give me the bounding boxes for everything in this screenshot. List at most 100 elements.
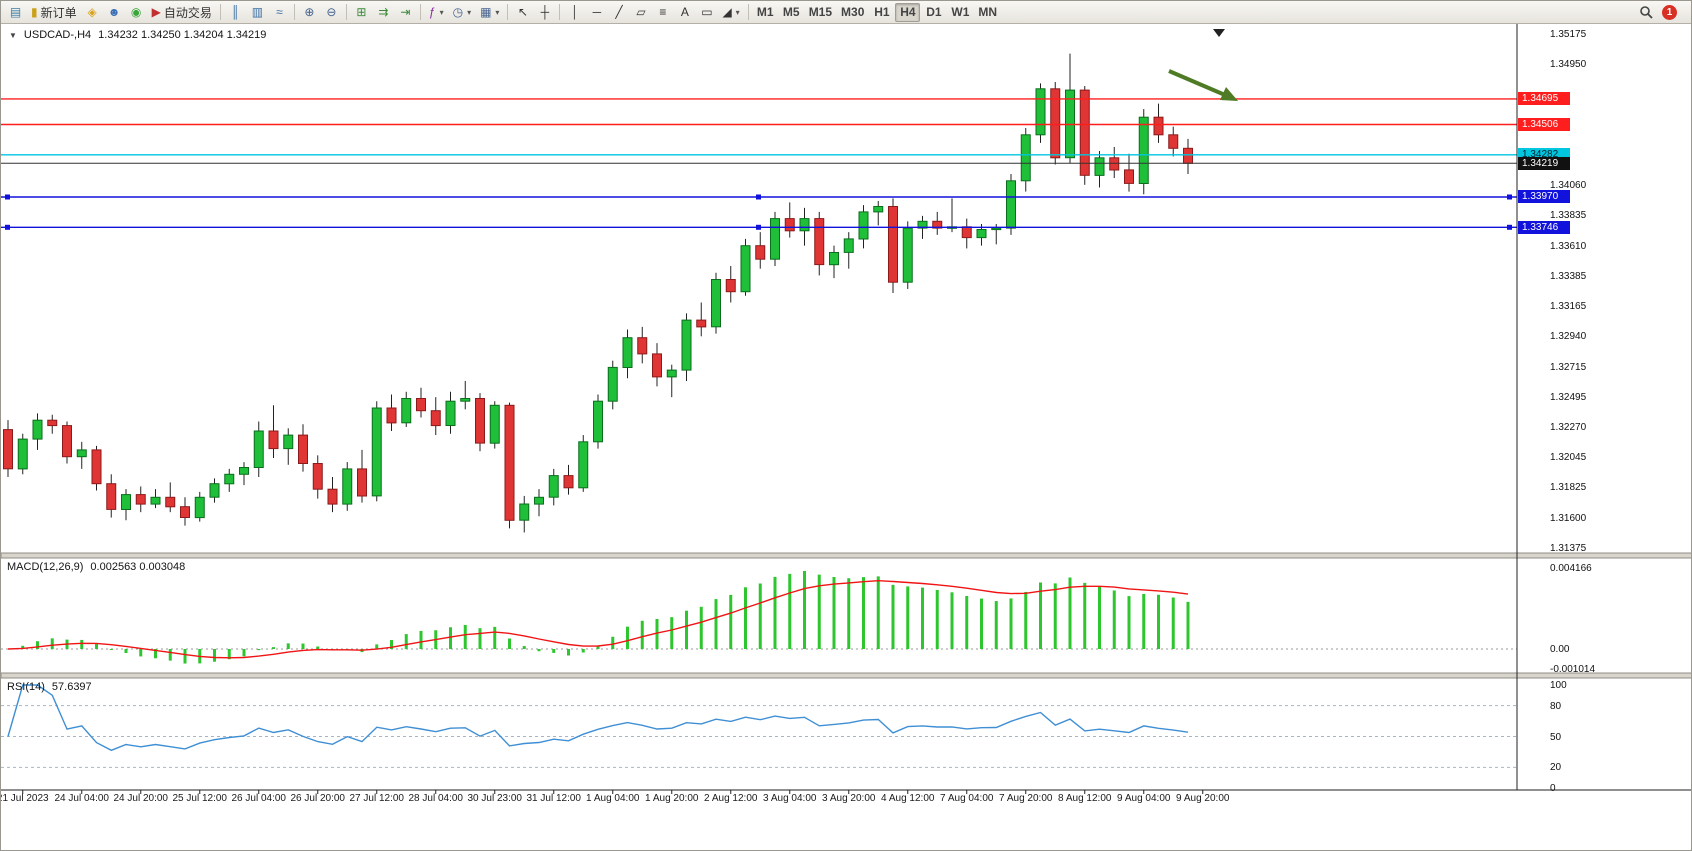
line-chart-button[interactable]: ≈	[269, 3, 290, 22]
toolbar-separator	[747, 4, 749, 20]
date-label: 27 Jul 12:00	[349, 793, 405, 804]
zoom-out-button[interactable]: ⊖	[321, 3, 342, 22]
tf-m1-button[interactable]: M1	[753, 3, 778, 22]
text-button[interactable]: A	[674, 3, 695, 22]
date-label: 26 Jul 20:00	[290, 793, 346, 804]
panel-separator[interactable]	[1, 672, 1692, 679]
vertical-line-button[interactable]: │	[564, 3, 585, 22]
tf-h4-button-label: H4	[900, 5, 916, 19]
rsi-scale-label: 0	[1550, 783, 1556, 794]
chart-window-button[interactable]: ▤	[5, 3, 26, 22]
date-label: 28 Jul 04:00	[408, 793, 464, 804]
dropdown-arrow-icon: ▾	[495, 7, 500, 17]
collapse-triangle-icon[interactable]: ▼	[9, 30, 17, 40]
shapes-button[interactable]: ◢ ▾	[718, 3, 743, 22]
toolbar-separator	[219, 4, 221, 20]
text-label-button[interactable]: ▭	[696, 3, 717, 22]
tf-h1-button[interactable]: H1	[869, 3, 894, 22]
chart-shift-marker[interactable]	[1213, 29, 1225, 37]
crosshair-button[interactable]: ┼	[534, 3, 555, 22]
tile-windows-button[interactable]: ⊞	[351, 3, 372, 22]
tf-d1-button[interactable]: D1	[921, 3, 946, 22]
tf-m30-button-label: M30	[841, 5, 865, 19]
community-button[interactable]: ☻	[104, 3, 125, 22]
chart-shift-button[interactable]: ⇥	[395, 3, 416, 22]
date-label: 4 Aug 12:00	[881, 793, 935, 804]
level-lines	[1, 98, 1517, 230]
tf-w1-button-label: W1	[951, 5, 970, 19]
trendline-button[interactable]: ╱	[608, 3, 629, 22]
arrow-annotation[interactable]	[1168, 69, 1238, 101]
cursor-button[interactable]: ↖	[512, 3, 533, 22]
line-handle[interactable]	[1507, 194, 1512, 200]
rsi-scale-label: 50	[1550, 731, 1562, 743]
macd-scale-label: 0.004166	[1550, 563, 1592, 574]
horizontal-line-button[interactable]: ─	[586, 3, 607, 22]
periods-button[interactable]: ◷ ▾	[449, 3, 476, 22]
line-handle[interactable]	[756, 224, 761, 230]
fibonacci-icon: ≡	[659, 5, 667, 19]
notification-badge[interactable]: 1	[1662, 4, 1677, 20]
indicators-button[interactable]: ƒ ▾	[425, 3, 448, 22]
function-icon: ƒ	[428, 5, 436, 19]
template-icon: ▦	[480, 5, 492, 19]
panel-separator[interactable]	[1, 552, 1692, 559]
horizontal-line-icon: ─	[592, 5, 602, 19]
rsi-line	[7, 684, 1189, 752]
toolbar-separator	[507, 4, 509, 20]
channel-icon: ▱	[636, 5, 646, 19]
line-handle[interactable]	[5, 194, 10, 200]
tf-m30-button[interactable]: M30	[837, 3, 868, 22]
shift-icon: ⇥	[400, 5, 411, 19]
cursor-icon: ↖	[517, 5, 528, 19]
bar-chart-button[interactable]: ║	[225, 3, 246, 22]
time-axis[interactable]: 21 Jul 2023 24 Jul 04:00 24 Jul 20:00 25 Ju…	[1, 793, 1531, 809]
zoom-in-button[interactable]: ⊕	[299, 3, 320, 22]
autotrading-button[interactable]: ▶ 自动交易	[148, 3, 216, 22]
level-price-badge: 1.34506	[1518, 117, 1570, 131]
dropdown-arrow-icon: ▾	[467, 7, 472, 17]
tf-m15-button[interactable]: M15	[805, 3, 836, 22]
auto-scroll-button[interactable]: ⇉	[373, 3, 394, 22]
clock-icon: ◷	[452, 5, 464, 19]
price-scale[interactable]: 1.35175 1.34950 1.34060 1.33835 1.33610 1.333…	[1517, 1, 1691, 850]
person-icon: ☻	[107, 5, 121, 19]
line-handle[interactable]	[5, 224, 10, 230]
templates-button[interactable]: ▦ ▾	[476, 3, 503, 22]
tf-h4-button[interactable]: H4	[895, 2, 921, 22]
date-label: 9 Aug 20:00	[1176, 793, 1230, 804]
dropdown-arrow-icon: ▾	[735, 7, 740, 17]
line-handle[interactable]	[1507, 224, 1512, 230]
metaeditor-button[interactable]: ◈	[82, 3, 103, 22]
tf-m5-button[interactable]: M5	[779, 3, 804, 22]
price-label: 1.34060	[1550, 179, 1587, 191]
tf-mn-button[interactable]: MN	[974, 3, 1001, 22]
tile-icon: ⊞	[356, 5, 367, 19]
date-label: 26 Jul 04:00	[231, 793, 287, 804]
date-label: 8 Aug 12:00	[1058, 793, 1112, 804]
mini-chart-icon: ▤	[9, 5, 22, 19]
zoom-in-icon: ⊕	[304, 5, 315, 19]
toolbar-separator	[559, 4, 561, 20]
fibonacci-button[interactable]: ≡	[652, 3, 673, 22]
tf-m5-button-label: M5	[782, 5, 800, 19]
channel-button[interactable]: ▱	[630, 3, 651, 22]
date-label: 2 Aug 12:00	[704, 793, 758, 804]
price-label: 1.32045	[1550, 452, 1587, 464]
dropdown-arrow-icon: ▾	[439, 7, 444, 17]
crosshair-icon: ┼	[540, 5, 550, 19]
price-label: 1.32270	[1550, 421, 1587, 433]
market-button[interactable]: ◉	[126, 3, 147, 22]
tf-h1-button-label: H1	[874, 5, 890, 19]
tf-m1-button-label: M1	[756, 5, 774, 19]
tf-mn-button-label: MN	[978, 5, 998, 19]
new-order-button[interactable]: ▮ 新订单	[27, 3, 81, 22]
macd-scale-label: -0.001014	[1550, 663, 1596, 675]
tf-w1-button[interactable]: W1	[947, 3, 973, 22]
rsi-header: RSI(14) 57.6397	[7, 681, 92, 693]
line-handle[interactable]	[756, 194, 761, 200]
candlestick-chart-button[interactable]: ▥	[247, 3, 268, 22]
search-button[interactable]	[1635, 3, 1657, 22]
date-label: 21 Jul 2023	[0, 793, 49, 804]
rsi-value: 57.6397	[51, 681, 92, 693]
